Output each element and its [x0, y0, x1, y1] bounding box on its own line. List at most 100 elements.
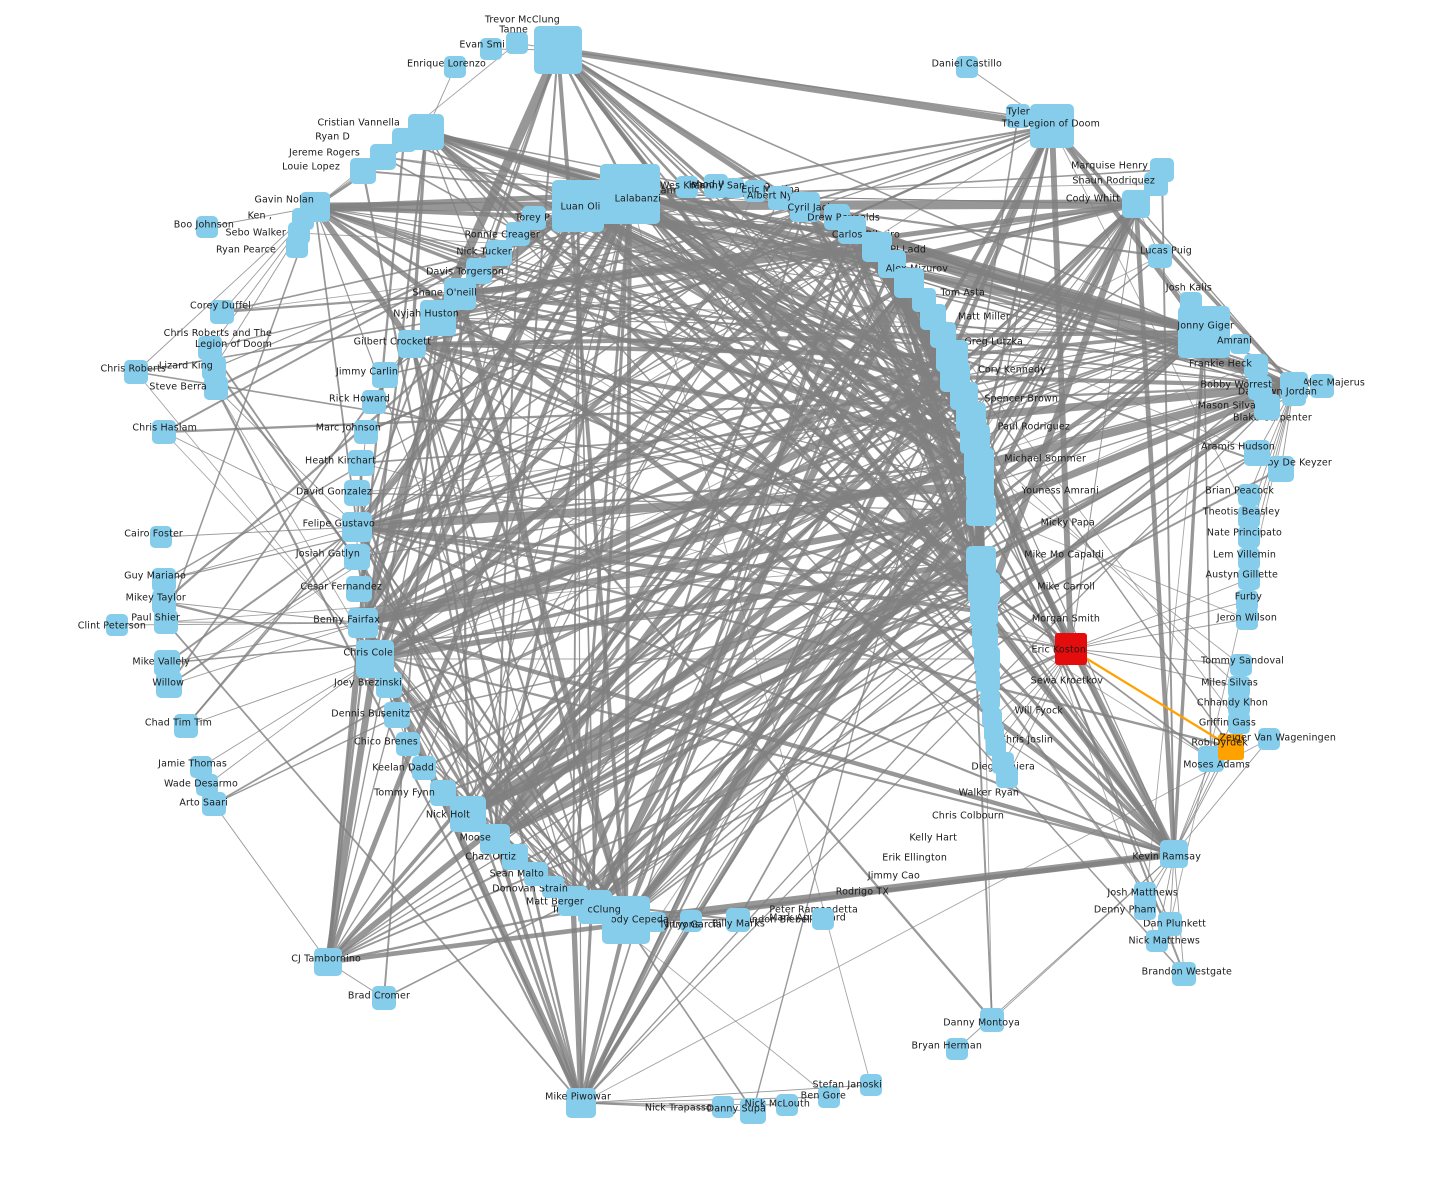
graph-node[interactable]: [346, 576, 372, 602]
graph-node[interactable]: [812, 908, 834, 930]
graph-node[interactable]: [600, 164, 660, 224]
graph-node[interactable]: [1248, 376, 1272, 400]
graph-node[interactable]: [768, 186, 792, 210]
graph-node[interactable]: [152, 420, 176, 444]
graph-node[interactable]: [740, 1098, 766, 1124]
graph-node[interactable]: [450, 796, 486, 832]
graph-node[interactable]: [966, 472, 994, 500]
graph-node[interactable]: [972, 624, 998, 650]
graph-node[interactable]: [1258, 728, 1280, 750]
graph-node[interactable]: [980, 1008, 1004, 1032]
graph-node[interactable]: [1180, 292, 1202, 314]
graph-node[interactable]: [156, 672, 182, 698]
graph-node[interactable]: [1006, 104, 1030, 128]
graph-node[interactable]: [1238, 548, 1260, 570]
graph-node[interactable]: [724, 178, 744, 198]
graph-node[interactable]: [1148, 244, 1172, 268]
graph-node[interactable]: [966, 496, 996, 526]
graph-node[interactable]: [444, 56, 466, 78]
graph-node[interactable]: [838, 216, 866, 244]
graph-node[interactable]: [522, 206, 546, 230]
graph-node[interactable]: [174, 714, 198, 738]
graph-node[interactable]: [106, 614, 128, 636]
graph-node[interactable]: [744, 180, 766, 202]
graph-node[interactable]: [190, 756, 212, 778]
graph-node[interactable]: [1244, 440, 1270, 466]
graph-node[interactable]: [1244, 354, 1268, 378]
graph-node[interactable]: [506, 32, 528, 54]
graph-node[interactable]: [986, 736, 1006, 756]
graph-node[interactable]: [776, 1094, 798, 1116]
graph-node[interactable]: [1228, 676, 1250, 698]
graph-node[interactable]: [1282, 382, 1306, 406]
graph-node[interactable]: [412, 756, 436, 780]
graph-node[interactable]: [154, 610, 178, 634]
graph-node[interactable]: [790, 192, 820, 222]
graph-node[interactable]: [976, 668, 1000, 692]
graph-node[interactable]: [1122, 190, 1150, 218]
graph-node[interactable]: [350, 158, 376, 184]
graph-node[interactable]: [314, 948, 342, 976]
graph-node[interactable]: [956, 56, 978, 78]
graph-node[interactable]: [1238, 526, 1260, 548]
graph-node[interactable]: [204, 376, 228, 400]
graph-node[interactable]: [196, 774, 218, 796]
graph-node[interactable]: [1236, 590, 1258, 612]
graph-node[interactable]: [946, 1038, 968, 1060]
graph-node[interactable]: [344, 544, 370, 570]
graph-node[interactable]: [712, 1096, 734, 1118]
graph-node[interactable]: [1228, 712, 1250, 734]
graph-node[interactable]: [1228, 694, 1250, 716]
graph-node[interactable]: [348, 608, 378, 638]
graph-node[interactable]: [150, 526, 172, 548]
graph-node[interactable]: [392, 128, 416, 152]
graph-node[interactable]: [1218, 734, 1244, 760]
graph-node[interactable]: [1230, 334, 1250, 354]
graph-node[interactable]: [980, 690, 1000, 710]
graph-node[interactable]: [342, 512, 372, 542]
graph-node[interactable]: [818, 1086, 840, 1108]
graph-node[interactable]: [362, 390, 386, 414]
graph-node[interactable]: [210, 300, 234, 324]
graph-node[interactable]: [680, 910, 702, 932]
graph-node[interactable]: [966, 546, 996, 576]
graph-node[interactable]: [726, 908, 750, 932]
graph-node[interactable]: [1310, 374, 1334, 398]
graph-node[interactable]: [1230, 654, 1252, 676]
graph-node[interactable]: [354, 420, 378, 444]
graph-node[interactable]: [480, 38, 502, 60]
graph-node[interactable]: [646, 912, 666, 932]
graph-node[interactable]: [974, 646, 1000, 672]
graph-node[interactable]: [154, 650, 180, 676]
graph-node[interactable]: [348, 450, 374, 476]
graph-node[interactable]: [124, 360, 148, 384]
graph-node[interactable]: [524, 862, 548, 886]
graph-node[interactable]: [1178, 306, 1230, 358]
graph-node[interactable]: [1030, 104, 1074, 148]
graph-node[interactable]: [372, 362, 398, 388]
graph-node[interactable]: [1268, 456, 1294, 482]
graph-node[interactable]: [430, 780, 456, 806]
graph-node[interactable]: [676, 176, 698, 198]
graph-node[interactable]: [1160, 840, 1188, 868]
graph-node[interactable]: [384, 702, 410, 728]
graph-node[interactable]: [566, 1088, 596, 1118]
graph-node[interactable]: [1238, 484, 1260, 506]
graph-node[interactable]: [286, 236, 308, 258]
graph-node[interactable]: [970, 598, 998, 626]
graph-node[interactable]: [860, 1074, 882, 1096]
graph-node[interactable]: [1238, 568, 1260, 590]
graph-node[interactable]: [552, 180, 604, 232]
graph-node[interactable]: [396, 732, 420, 756]
graph-node[interactable]: [1238, 506, 1260, 528]
graph-node[interactable]: [196, 216, 218, 238]
graph-node[interactable]: [534, 26, 582, 74]
graph-node[interactable]: [996, 766, 1018, 788]
graph-node[interactable]: [1236, 608, 1258, 630]
graph-node[interactable]: [372, 986, 396, 1010]
graph-node[interactable]: [344, 480, 370, 506]
graph-node[interactable]: [356, 640, 394, 678]
graph-node[interactable]: [152, 568, 176, 592]
graph-node[interactable]: [1158, 912, 1182, 936]
